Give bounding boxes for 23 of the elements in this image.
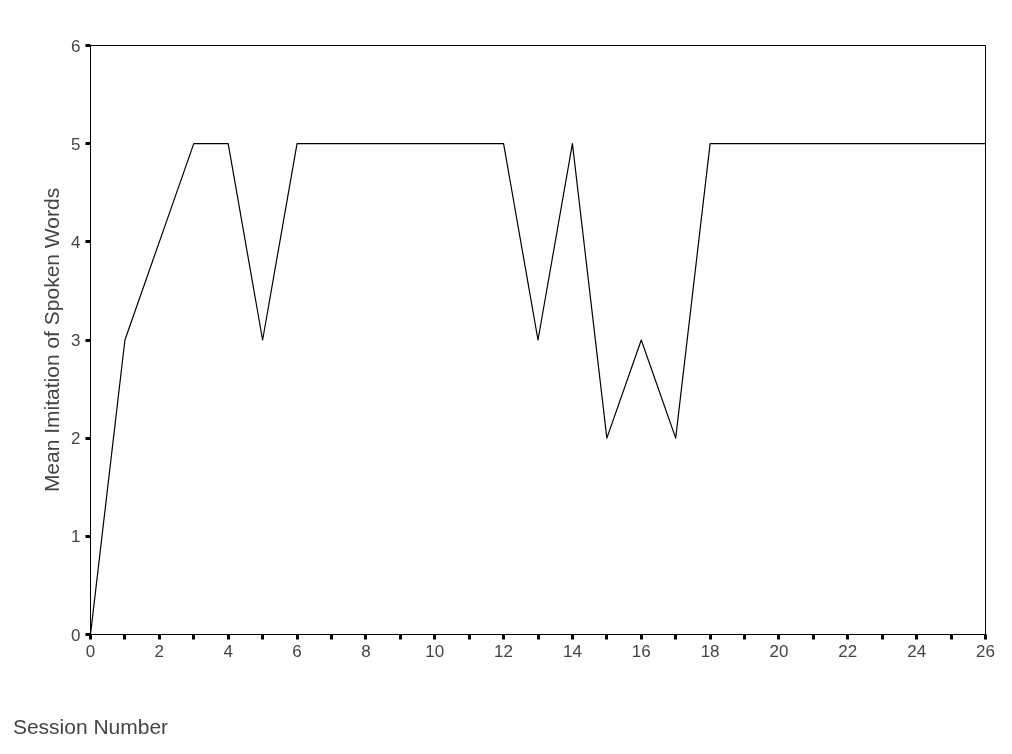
y-tick-label: 2 [71, 429, 81, 449]
x-tick-label: 4 [223, 641, 233, 661]
x-tick-label: 2 [154, 641, 165, 661]
x-tick-label: 16 [631, 641, 651, 661]
y-tick-label: 0 [71, 625, 81, 645]
y-tick-label: 3 [71, 331, 81, 350]
x-tick-label: 8 [361, 641, 371, 661]
y-tick-label: 6 [71, 36, 81, 56]
x-tick-label: 6 [292, 641, 302, 661]
y-tick-label: 5 [71, 134, 81, 154]
x-tick-label: 10 [425, 641, 445, 661]
x-tick-label: 14 [562, 641, 582, 661]
x-tick-label: 24 [907, 641, 927, 661]
x-axis-title: Session Number [12, 714, 169, 738]
y-axis-title: Mean Imitation of Spoken Words [40, 187, 64, 493]
x-tick-label: 20 [769, 641, 789, 661]
y-tick-label: 1 [71, 527, 81, 547]
y-tick-label: 4 [71, 232, 81, 252]
x-tick-label: 26 [976, 641, 995, 661]
x-tick-label: 12 [494, 641, 514, 661]
x-tick-label: 0 [85, 641, 96, 661]
x-tick-label: 22 [838, 641, 858, 661]
x-tick-label: 18 [700, 641, 720, 661]
